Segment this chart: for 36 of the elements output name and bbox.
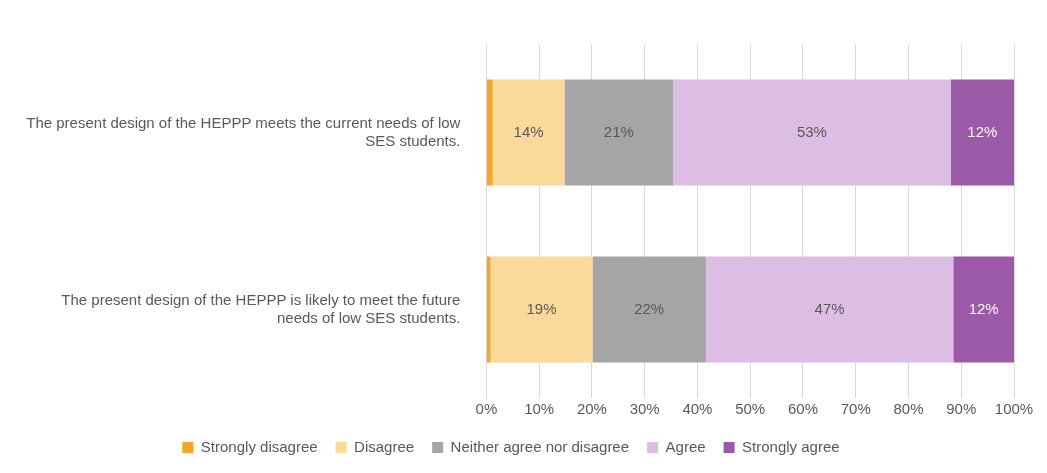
- x-tick-label: 60%: [787, 400, 818, 418]
- y-tick-label: The present design of the HEPPP is likely to meet the future needs of low SES students.: [61, 290, 461, 326]
- legend-label: Strongly agree: [742, 437, 840, 455]
- x-tick-label: 10%: [524, 400, 555, 418]
- x-tick-label: 80%: [893, 400, 924, 418]
- bar: [492, 79, 565, 186]
- bar: [490, 256, 593, 363]
- bar: [673, 79, 951, 186]
- legend-label: Disagree: [354, 437, 415, 455]
- data-label: 14%: [513, 122, 544, 140]
- legend-label: Agree: [665, 437, 706, 455]
- legend-label: Neither agree nor disagree: [450, 437, 630, 455]
- x-tick-label: 0%: [475, 400, 498, 418]
- bar: [705, 256, 954, 363]
- data-label: 21%: [603, 122, 634, 140]
- x-tick-label: 50%: [735, 400, 766, 418]
- data-label: 12%: [968, 299, 999, 317]
- bar: [564, 79, 674, 186]
- bar: [953, 256, 1014, 363]
- bar: [486, 79, 493, 186]
- bar: [950, 79, 1014, 186]
- data-label: 12%: [967, 122, 998, 140]
- y-tick-label: The present design of the HEPPP meets the current needs of low SES students.: [26, 113, 461, 149]
- data-label: 19%: [526, 299, 557, 317]
- x-tick-label: 30%: [629, 400, 660, 418]
- x-tick-label: 40%: [682, 400, 713, 418]
- data-label: 53%: [796, 122, 827, 140]
- bar: [486, 256, 491, 363]
- x-tick-label: 20%: [576, 400, 607, 418]
- bar: [592, 256, 706, 363]
- x-tick-label: 70%: [840, 400, 871, 418]
- data-label: 22%: [634, 299, 665, 317]
- data-label: 47%: [814, 299, 845, 317]
- x-tick-label: 90%: [946, 400, 977, 418]
- x-tick-label: 100%: [994, 400, 1034, 418]
- legend-label: Strongly disagree: [200, 437, 318, 455]
